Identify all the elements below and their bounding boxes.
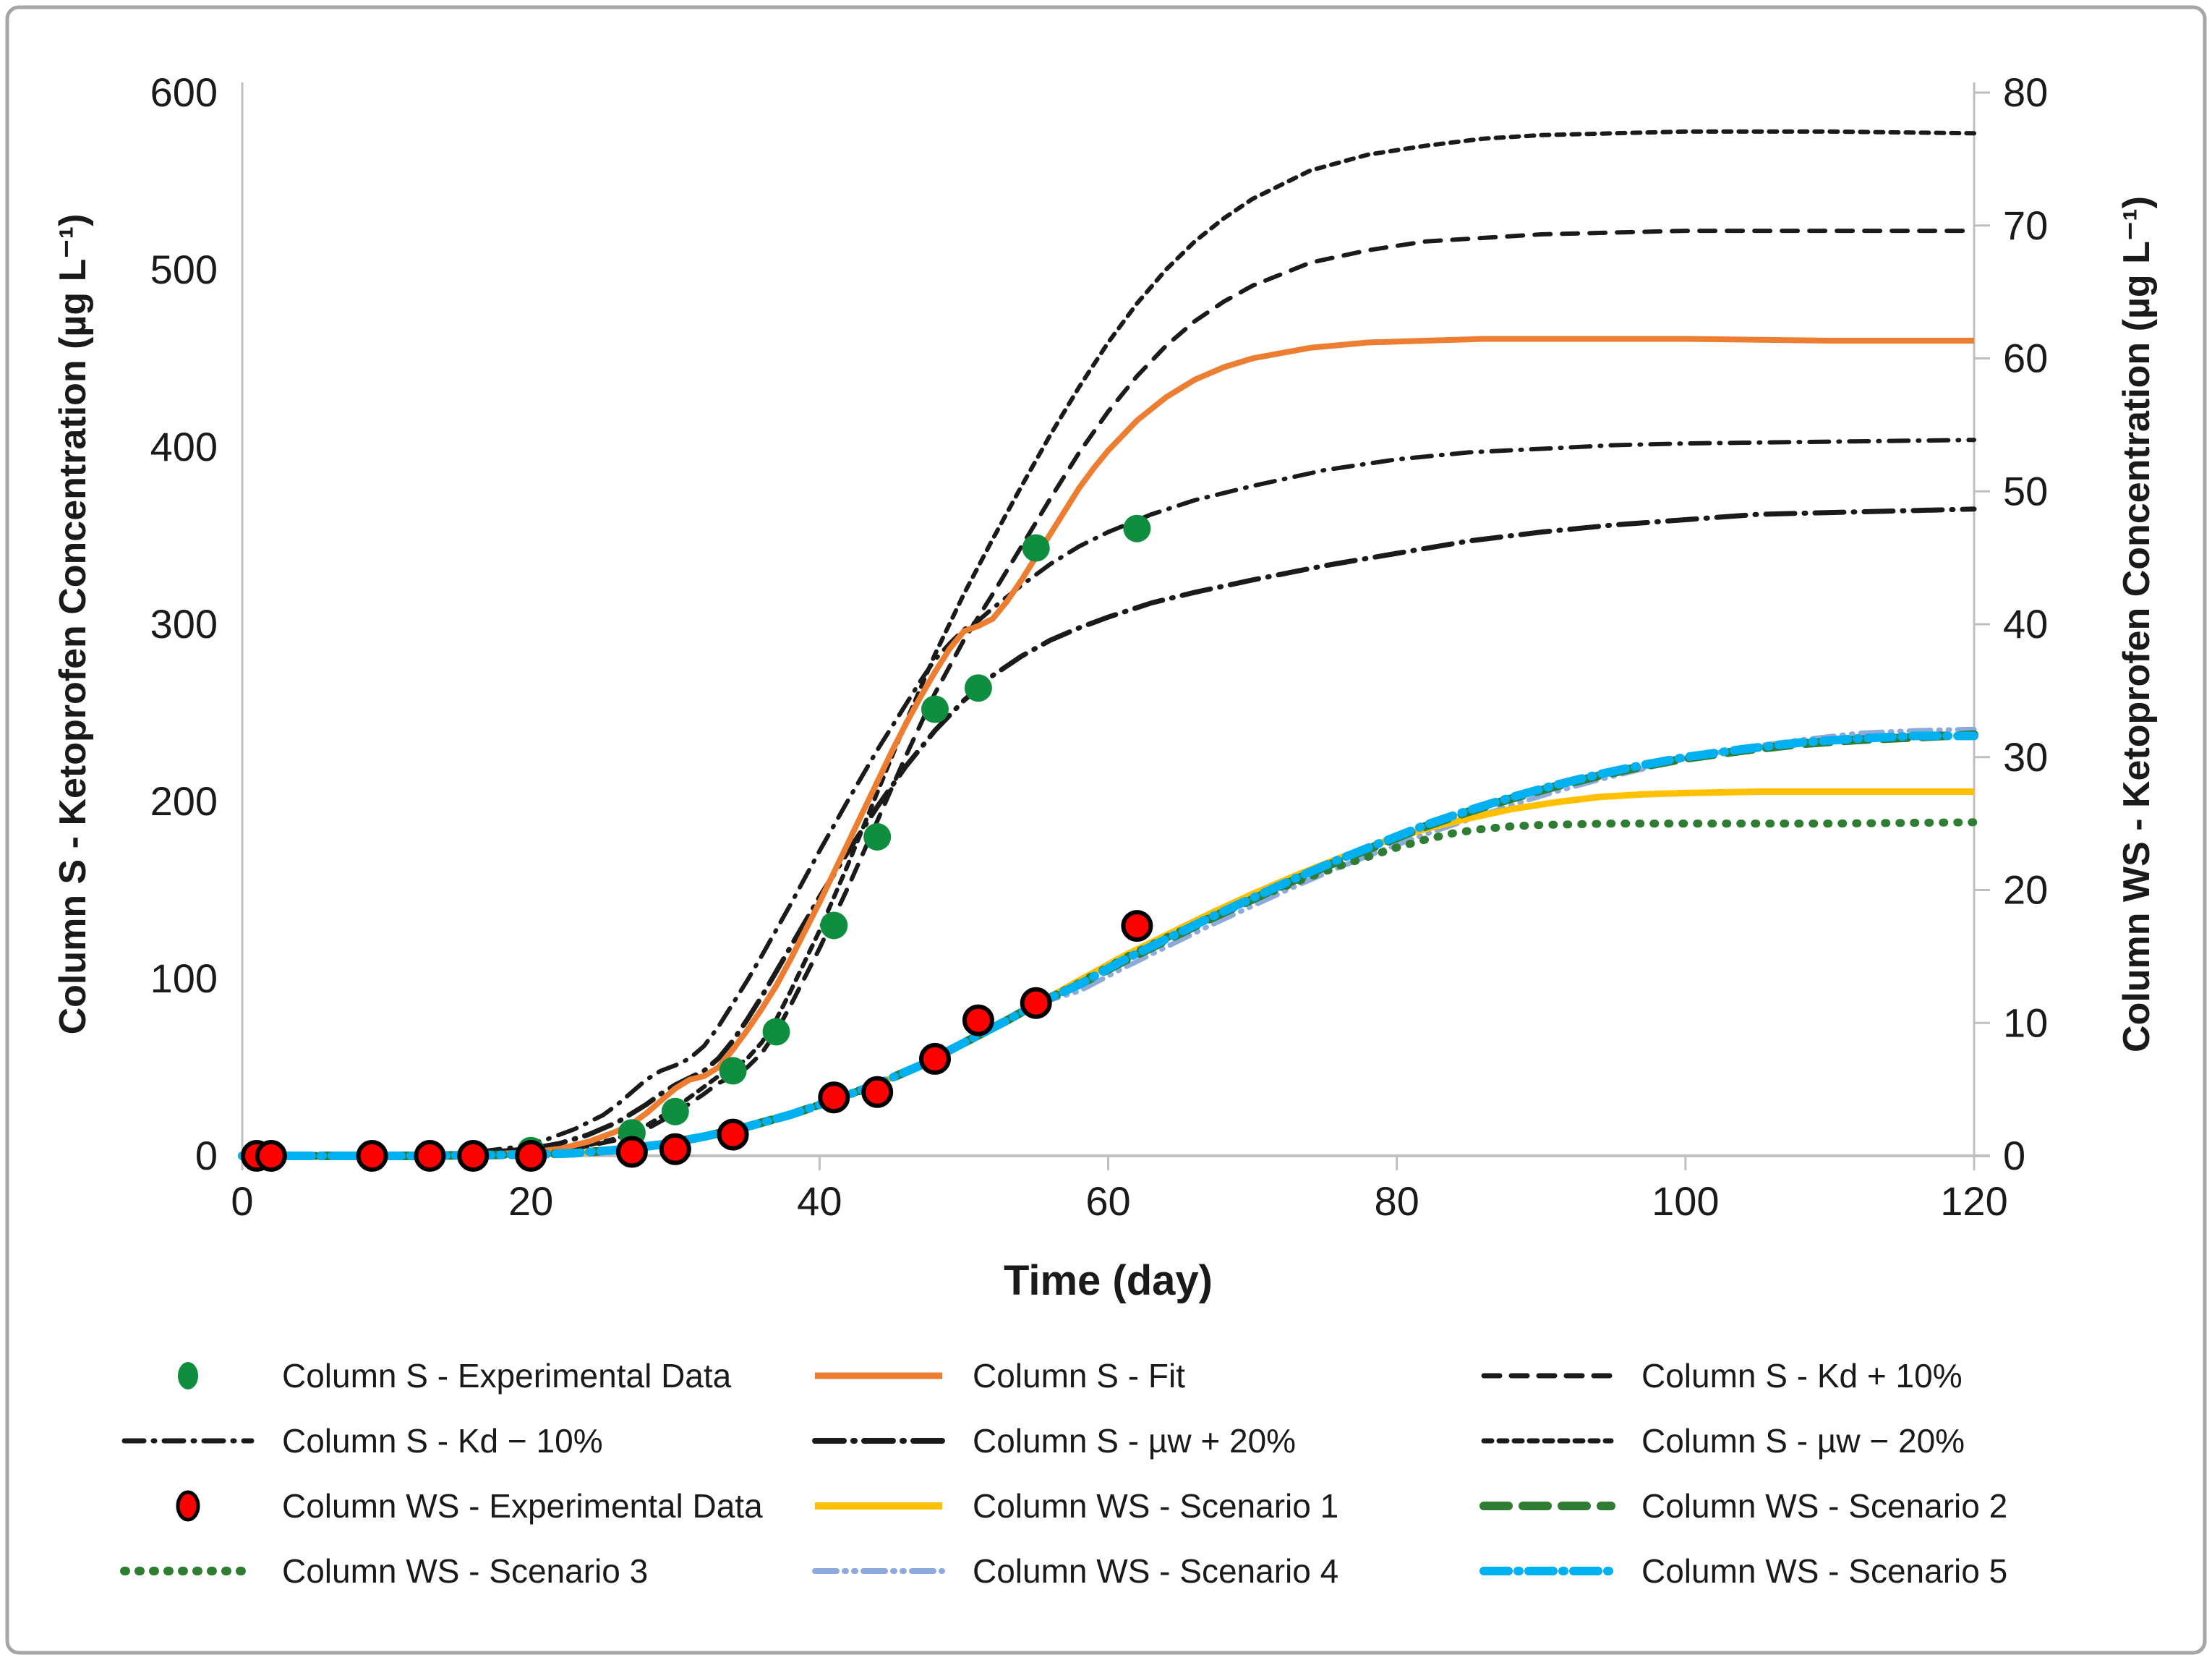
s_fit-line [242,336,1974,1159]
legend-item-s_kd_plus10: Column S - Kd + 10% [1481,1357,1963,1395]
data-point [962,1004,994,1037]
data-point [719,1057,747,1085]
x-axis-title: Time (day) [1004,1257,1213,1304]
legend-marker [178,1362,198,1389]
legend-label: Column WS - Scenario 4 [973,1552,1338,1590]
y-left-tick-label: 100 [150,955,218,1001]
data-point [615,1136,648,1168]
y-right-tick-label: 0 [2003,1133,2025,1178]
legend-label: Column WS - Scenario 1 [973,1487,1338,1525]
legend-label: Column WS - Scenario 2 [1641,1487,2007,1525]
legend-label: Column WS - Scenario 3 [282,1552,648,1590]
legend-label: Column S - Kd + 10% [1641,1357,1963,1395]
y-left-tick-label: 600 [150,69,218,115]
y-left-axis-title: Column S - Ketoprofen Concentration (µg … [52,214,94,1035]
x-tick-label: 120 [1940,1178,2007,1224]
data-point [964,674,992,702]
data-point [255,1140,287,1172]
s_muw_plus20-line [239,506,1977,1159]
data-point [1121,910,1153,942]
x-tick-label: 40 [797,1178,842,1224]
y-right-tick-label: 60 [2003,336,2048,381]
y-left-tick-label: 0 [195,1133,218,1178]
ws_exp-points [241,910,1153,1172]
x-tick-label: 80 [1375,1178,1419,1224]
y-left-tick-label: 400 [150,424,218,469]
x-tick-label: 60 [1085,1178,1130,1224]
legend-item-ws_sc5: Column WS - Scenario 5 [1479,1552,2007,1590]
legend-label: Column WS - Experimental Data [282,1487,763,1525]
legend-item-s_kd_minus10: Column S - Kd − 10% [121,1422,603,1460]
data-point [356,1140,388,1172]
data-point [863,823,892,851]
y-right-tick-label: 80 [2003,69,2048,115]
data-point [1020,987,1052,1019]
legend-label: Column S - Experimental Data [282,1357,732,1395]
legend-label: Column S - µw − 20% [1641,1422,1965,1460]
y-left-tick-label: 500 [150,247,218,292]
data-point [717,1118,749,1151]
data-point [1022,534,1050,562]
data-point [414,1140,446,1172]
data-point [919,1042,951,1075]
y-right-tick-label: 20 [2003,867,2048,913]
data-point [861,1076,894,1108]
legend-item-s_exp: Column S - Experimental Data [178,1357,732,1395]
y-right-tick-label: 70 [2003,203,2048,248]
x-tick-label: 0 [231,1178,253,1224]
y-left-tick-label: 200 [150,778,218,824]
legend-label: Column S - Fit [973,1357,1185,1395]
y-right-axis-title: Column WS - Ketoprofen Concentration (µg… [2116,196,2158,1052]
y-left-tick-label: 300 [150,601,218,647]
data-point [457,1140,490,1172]
y-right-tick-label: 50 [2003,468,2048,514]
data-point [661,1097,689,1125]
y-right-tick-label: 10 [2003,1000,2048,1045]
legend-item-s_fit: Column S - Fit [815,1357,1185,1395]
data-point [818,1081,850,1114]
x-tick-label: 100 [1652,1178,1719,1224]
data-point [515,1140,547,1172]
legend-item-ws_sc3: Column WS - Scenario 3 [120,1552,648,1590]
s_kd_minus10-line [240,438,1976,1158]
y-right-tick-label: 30 [2003,734,2048,780]
data-point [820,911,848,940]
data-point [762,1018,790,1046]
ws_sc4-line [239,726,1977,1159]
legend-item-s_muw_plus20: Column S - µw + 20% [812,1422,1296,1460]
legend-item-ws_sc1: Column WS - Scenario 1 [815,1487,1338,1525]
s_kd_plus10-line [240,229,1976,1158]
legend-item-ws_sc4: Column WS - Scenario 4 [812,1552,1338,1590]
legend-label: Column S - µw + 20% [973,1422,1296,1460]
x-tick-label: 20 [508,1178,553,1224]
legend-item-ws_exp: Column WS - Experimental Data [176,1487,763,1525]
legend-item-ws_sc2: Column WS - Scenario 2 [1479,1487,2007,1525]
legend-label: Column WS - Scenario 5 [1641,1552,2007,1590]
data-point [921,695,949,723]
figure-border [5,5,2207,1655]
data-point [1123,514,1151,542]
legend-marker [176,1490,200,1522]
s_muw_minus20-line [240,129,1976,1158]
legend-item-s_muw_minus20: Column S - µw − 20% [1481,1422,1965,1460]
data-point [659,1133,691,1165]
legend-label: Column S - Kd − 10% [282,1422,603,1460]
y-right-tick-label: 40 [2003,601,2048,647]
